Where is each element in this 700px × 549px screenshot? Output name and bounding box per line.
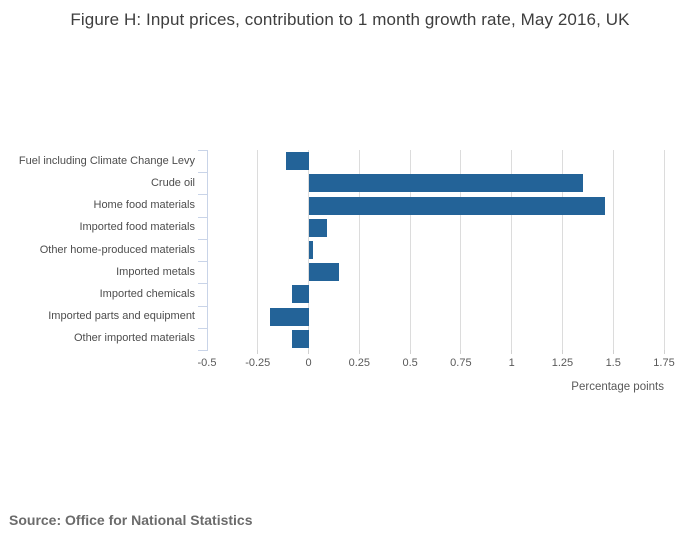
y-axis-tick	[198, 150, 207, 151]
source-text: Source: Office for National Statistics	[9, 512, 253, 528]
bar	[269, 307, 309, 326]
x-axis-tick	[612, 350, 614, 354]
gridline	[460, 150, 462, 350]
y-axis-tick	[198, 350, 207, 351]
x-axis-tick	[257, 350, 259, 354]
x-axis-tick	[460, 350, 462, 354]
category-label: Fuel including Climate Change Levy	[18, 154, 195, 167]
bar	[308, 218, 327, 237]
gridline	[358, 150, 360, 350]
x-tick-label: -0.5	[197, 357, 217, 369]
x-tick-label: 1.5	[605, 357, 621, 369]
x-axis-tick	[663, 350, 665, 354]
category-label: Other home-produced materials	[39, 243, 195, 256]
bar	[308, 174, 583, 193]
bar	[308, 241, 313, 259]
category-label: Imported chemicals	[99, 287, 195, 300]
x-axis-tick	[561, 350, 563, 354]
category-label: Imported metals	[116, 265, 195, 278]
chart-title: Figure H: Input prices, contribution to …	[70, 10, 630, 29]
gridline	[561, 150, 563, 350]
x-tick-label: 1.75	[653, 357, 675, 369]
gridline	[409, 150, 411, 350]
category-label: Imported parts and equipment	[48, 310, 195, 323]
bar	[308, 263, 339, 282]
x-tick-label: -0.25	[245, 357, 271, 369]
category-label: Crude oil	[150, 176, 195, 189]
x-tick-label: 0.5	[402, 357, 418, 369]
gridline	[511, 150, 513, 350]
y-axis-tick	[198, 238, 207, 240]
y-axis-tick	[198, 327, 207, 329]
y-axis-tick	[198, 194, 207, 196]
y-axis-tick	[198, 172, 207, 174]
y-axis-tick	[198, 216, 207, 218]
y-axis-tick	[198, 261, 207, 263]
bar	[308, 196, 606, 215]
gridline	[663, 150, 665, 350]
y-axis-tick	[198, 305, 207, 307]
gridline	[257, 150, 259, 350]
category-label: Home food materials	[93, 199, 196, 212]
x-axis-title: Percentage points	[571, 381, 664, 393]
x-axis-tick	[409, 350, 411, 354]
x-axis-tick	[511, 350, 513, 354]
x-tick-label: 0.25	[348, 357, 371, 369]
x-axis-tick	[358, 350, 360, 354]
y-axis-tick	[198, 283, 207, 285]
x-tick-label: 0	[305, 357, 312, 369]
bar	[286, 152, 309, 171]
category-label: Imported food materials	[79, 221, 195, 234]
gridline	[612, 150, 614, 350]
x-tick-label: 1.25	[551, 357, 574, 369]
category-label: Other imported materials	[73, 332, 195, 345]
bar	[292, 329, 309, 348]
x-tick-label: 1	[508, 357, 515, 369]
x-tick-label: 0.75	[450, 357, 472, 369]
x-axis-tick	[308, 350, 310, 354]
y-axis-line	[206, 150, 208, 351]
bar	[292, 285, 309, 304]
